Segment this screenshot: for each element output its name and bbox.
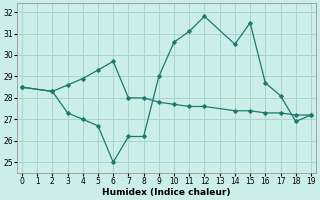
X-axis label: Humidex (Indice chaleur): Humidex (Indice chaleur) [102, 188, 231, 197]
